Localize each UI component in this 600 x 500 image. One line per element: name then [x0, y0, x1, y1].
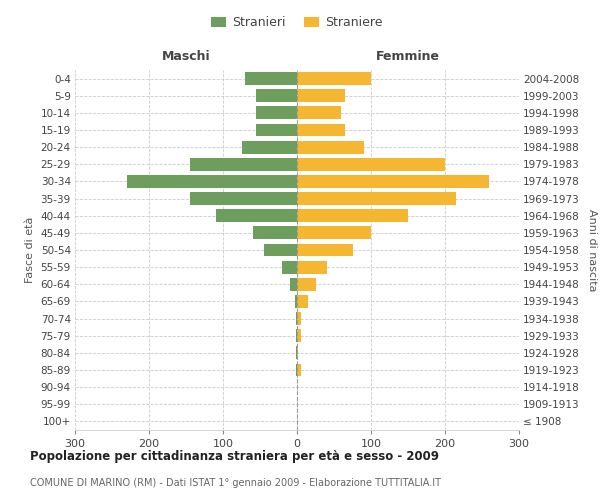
Bar — [296, 330, 297, 342]
Bar — [297, 192, 456, 205]
Bar — [296, 346, 297, 360]
Bar — [242, 140, 297, 153]
Bar — [297, 295, 308, 308]
Bar — [127, 175, 297, 188]
Text: COMUNE DI MARINO (RM) - Dati ISTAT 1° gennaio 2009 - Elaborazione TUTTITALIA.IT: COMUNE DI MARINO (RM) - Dati ISTAT 1° ge… — [30, 478, 441, 488]
Bar — [297, 260, 326, 274]
Bar — [297, 346, 298, 360]
Text: Maschi: Maschi — [161, 50, 211, 63]
Bar — [297, 364, 301, 376]
Legend: Stranieri, Straniere: Stranieri, Straniere — [206, 12, 388, 34]
Bar — [256, 90, 297, 102]
Bar — [256, 106, 297, 120]
Bar — [215, 210, 297, 222]
Bar — [297, 72, 371, 85]
Bar — [190, 192, 297, 205]
Bar — [297, 244, 353, 256]
Y-axis label: Fasce di età: Fasce di età — [25, 217, 35, 283]
Bar — [297, 90, 345, 102]
Bar — [297, 158, 445, 170]
Bar — [297, 124, 345, 136]
Text: Femmine: Femmine — [376, 50, 440, 63]
Y-axis label: Anni di nascita: Anni di nascita — [587, 209, 596, 291]
Bar — [296, 364, 297, 376]
Bar — [190, 158, 297, 170]
Bar — [297, 106, 341, 120]
Bar — [264, 244, 297, 256]
Bar — [297, 175, 490, 188]
Bar — [256, 124, 297, 136]
Bar — [253, 226, 297, 239]
Bar — [297, 140, 364, 153]
Bar — [295, 295, 297, 308]
Bar — [297, 226, 371, 239]
Bar — [297, 210, 408, 222]
Bar — [296, 312, 297, 325]
Text: Popolazione per cittadinanza straniera per età e sesso - 2009: Popolazione per cittadinanza straniera p… — [30, 450, 439, 463]
Bar — [297, 330, 301, 342]
Bar — [245, 72, 297, 85]
Bar — [297, 278, 316, 290]
Bar — [297, 312, 301, 325]
Bar — [282, 260, 297, 274]
Bar — [290, 278, 297, 290]
